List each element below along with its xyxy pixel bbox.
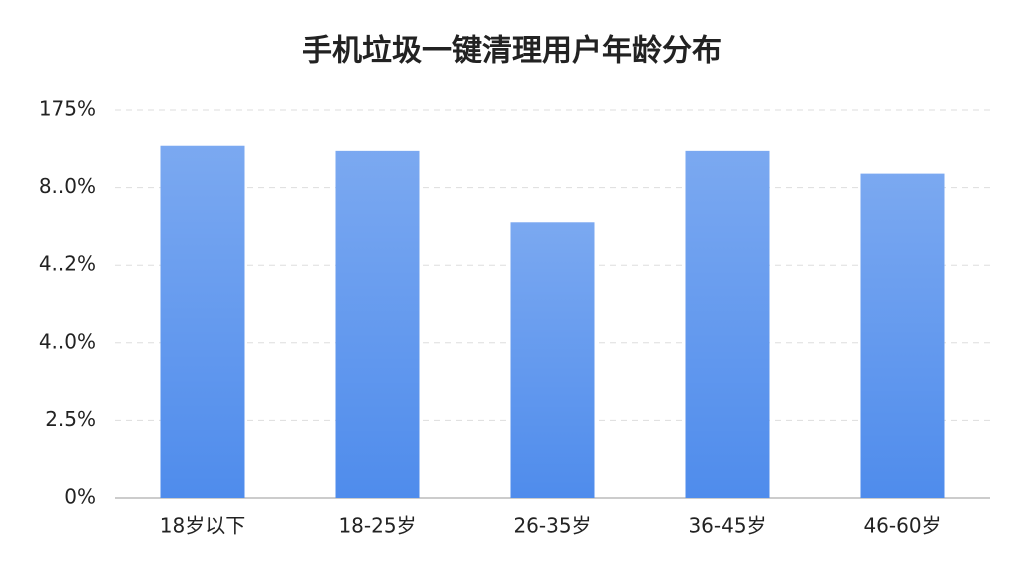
x-tick-label: 26-35岁 [513,514,591,538]
y-tick-label: 8..0% [39,174,96,198]
bar-sheen [860,173,945,498]
y-tick-label: 175% [39,97,96,121]
bar-sheen [160,145,245,498]
bar-sheen [335,150,420,498]
x-tick-label: 18-25岁 [338,514,416,538]
x-tick-label: 36-45岁 [688,514,766,538]
y-tick-label: 4..0% [39,329,96,353]
chart-title: 手机垃圾一键清理用户年龄分布 [302,34,722,69]
y-tick-label: 4..2% [39,252,96,276]
x-tick-label: 18岁以下 [160,514,245,538]
bar-sheen [685,150,770,498]
bar-sheen [510,222,595,498]
y-tick-label: 2.5% [45,407,96,431]
x-tick-label: 46-60岁 [863,514,941,538]
y-tick-label: 0% [64,485,96,509]
